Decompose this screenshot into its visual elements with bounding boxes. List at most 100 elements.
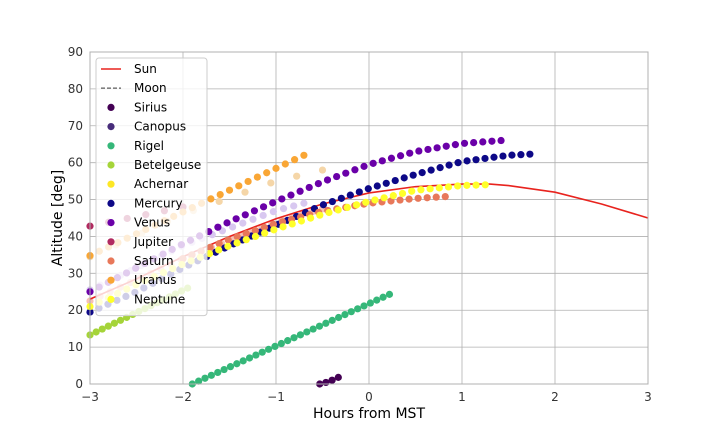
venus-point xyxy=(232,215,240,223)
rigel-point xyxy=(258,348,266,356)
legend-swatch xyxy=(107,276,115,284)
legend-label: Achernar xyxy=(134,177,188,191)
venus-point xyxy=(333,172,341,181)
y-tick-label: 0 xyxy=(75,377,83,391)
venus-point xyxy=(396,152,405,160)
rigel-point xyxy=(207,371,215,379)
neptune-point xyxy=(389,192,397,200)
venus-point xyxy=(214,223,222,231)
legend-swatch xyxy=(107,180,115,188)
rigel-point xyxy=(373,296,381,304)
venus-point xyxy=(460,139,469,147)
rigel-point xyxy=(284,337,292,345)
y-tick-label: 60 xyxy=(68,156,83,170)
mercury-point xyxy=(517,151,525,159)
saturn-point xyxy=(269,220,278,229)
rigel-point xyxy=(328,316,336,324)
venus-point xyxy=(223,219,231,227)
legend-entry-venus: Venus xyxy=(107,216,170,230)
plot-frame xyxy=(89,51,649,385)
saturn-point xyxy=(206,243,214,251)
venus-point xyxy=(323,176,332,184)
faded-point xyxy=(215,197,223,205)
venus-point xyxy=(278,195,286,203)
legend-entry-saturn: Saturn xyxy=(107,254,174,268)
rigel-point xyxy=(341,311,349,319)
legend-entry-uranus: Uranus xyxy=(107,273,177,287)
venus-point xyxy=(259,203,268,211)
saturn-point xyxy=(405,195,413,203)
saturn-point xyxy=(224,236,232,244)
legend-label: Betelgeuse xyxy=(134,158,201,172)
neptune-point xyxy=(371,196,379,204)
rigel-point xyxy=(315,322,324,330)
neptune-point xyxy=(205,250,214,258)
venus-point xyxy=(241,211,249,219)
rigel-point xyxy=(195,377,203,385)
faded-point xyxy=(318,166,327,174)
y-tick-label: 40 xyxy=(68,229,83,243)
rigel-point xyxy=(360,302,368,310)
data-series xyxy=(86,136,649,388)
x-tick-label: −2 xyxy=(174,390,192,404)
faded-point xyxy=(267,179,275,187)
saturn-point xyxy=(233,233,241,241)
x-tick-label: 2 xyxy=(551,390,559,404)
venus-point xyxy=(451,141,459,149)
legend-label: Sirius xyxy=(134,100,167,114)
mercury-point xyxy=(445,161,453,169)
uranus-point xyxy=(263,169,271,177)
neptune-point xyxy=(408,187,416,195)
neptune-point xyxy=(316,211,324,219)
neptune-point xyxy=(444,183,453,191)
legend-swatch xyxy=(107,123,115,131)
rigel-point xyxy=(290,334,298,342)
venus-point xyxy=(378,157,386,165)
neptune-point xyxy=(261,229,269,237)
venus-point xyxy=(497,136,505,145)
mercury-point xyxy=(346,191,354,199)
mercury-point xyxy=(400,174,408,182)
neptune-point xyxy=(454,182,462,190)
rigel-point xyxy=(379,293,387,301)
rigel-point xyxy=(233,360,241,368)
x-tick-label: −3 xyxy=(81,390,99,404)
legend-entry-sirius: Sirius xyxy=(107,100,167,114)
neptune-point xyxy=(481,181,489,189)
uranus-point xyxy=(272,164,280,172)
legend-swatch xyxy=(107,161,115,169)
mercury-point xyxy=(508,151,516,159)
mercury-point xyxy=(319,201,328,209)
mercury-point xyxy=(454,159,462,167)
saturn-point xyxy=(396,196,404,204)
betelgeuse-point xyxy=(110,319,119,327)
x-tick-label: 0 xyxy=(365,390,373,404)
venus-point xyxy=(369,159,377,167)
venus-point xyxy=(342,169,350,177)
y-tick-label: 30 xyxy=(68,266,83,280)
legend-label: Canopus xyxy=(134,120,186,134)
faded-point xyxy=(300,199,308,207)
neptune-point xyxy=(325,208,333,217)
faded-point xyxy=(279,205,288,213)
mercury-point xyxy=(499,152,507,160)
mercury-point xyxy=(337,194,345,202)
legend-label: Jupiter xyxy=(133,235,173,249)
betelgeuse-point xyxy=(92,328,100,336)
legend-label: Rigel xyxy=(134,139,164,153)
faded-point xyxy=(229,223,237,231)
legend-entry-betelgeuse: Betelgeuse xyxy=(107,158,201,172)
legend-label: Saturn xyxy=(134,254,174,268)
neptune-point xyxy=(362,198,370,206)
neptune-point xyxy=(233,239,241,247)
neptune-point xyxy=(472,181,480,189)
uranus-point xyxy=(216,190,224,199)
venus-point xyxy=(415,147,423,155)
legend-entry-rigel: Rigel xyxy=(107,139,164,153)
x-tick-label: −1 xyxy=(267,390,285,404)
legend-swatch xyxy=(107,295,115,303)
legend-entry-neptune: Neptune xyxy=(107,292,185,306)
uranus-point xyxy=(235,182,243,190)
